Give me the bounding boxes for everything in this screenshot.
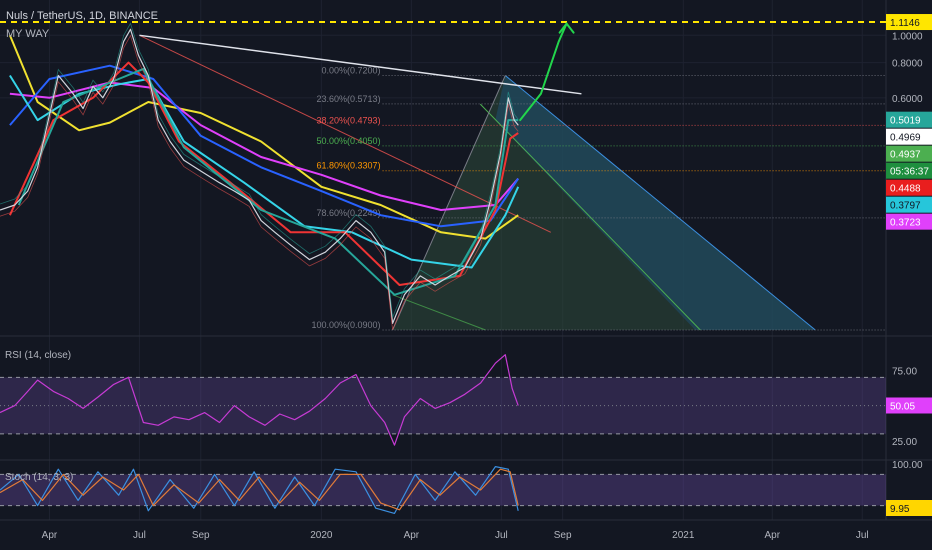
fib-level-label: 61.80%(0.3307) — [317, 161, 381, 171]
projection-arrow — [519, 22, 568, 122]
time-axis-tick: Apr — [765, 530, 781, 541]
price-tag: 0.3723 — [890, 218, 921, 229]
rsi-pane-label: RSI (14, close) — [5, 350, 72, 361]
price-axis-tick: 0.6000 — [892, 94, 923, 105]
price-tag: 0.5019 — [890, 116, 921, 127]
price-axis-tick: 1.0000 — [892, 31, 923, 42]
fib-level-label: 23.60%(0.5713) — [317, 94, 381, 104]
fib-level-label: 50.00%(0.4050) — [317, 136, 381, 146]
fib-level-label: 0.00%(0.7200) — [322, 66, 381, 76]
price-tag: 05:36:37 — [890, 167, 929, 178]
moving-average-line — [8, 61, 519, 286]
price-high-line — [0, 22, 519, 318]
channel-line — [392, 294, 486, 331]
channel-line — [139, 34, 551, 233]
price-tag-bg — [886, 111, 932, 128]
time-axis-tick: 2021 — [672, 530, 695, 541]
moving-average-line — [8, 34, 519, 240]
rsi-line — [0, 354, 519, 446]
price-low-line — [0, 34, 519, 330]
price-tag: 0.3797 — [890, 201, 921, 212]
time-axis-tick: Jul — [495, 530, 508, 541]
moving-average-line — [17, 67, 519, 296]
fib-anchor-line — [392, 75, 506, 331]
symbol-title: Nuls / TetherUS, 1D, BINANCE — [6, 10, 159, 22]
arrow-head — [558, 22, 575, 34]
pitchfork-line — [504, 75, 816, 331]
price-tag: 0.4937 — [890, 150, 921, 161]
time-axis-tick: Apr — [404, 530, 420, 541]
stoch-line — [0, 468, 519, 511]
stoch-line — [0, 466, 519, 515]
moving-average-line — [9, 64, 520, 228]
pitchfork-zone-blue — [495, 75, 816, 330]
stoch-axis-tick: 100.00 — [892, 460, 923, 471]
resistance-price-tag: 1.1146 — [890, 18, 920, 29]
price-line — [0, 28, 519, 324]
rsi-value-tag: 50.05 — [890, 401, 915, 412]
fib-level-label: 78.60%(0.2249) — [317, 208, 381, 218]
price-tag-bg — [886, 162, 932, 179]
time-axis-tick: Apr — [42, 530, 58, 541]
trendline — [139, 34, 582, 95]
indicator-name: MY WAY — [6, 28, 50, 40]
fib-level-label: 100.00%(0.0900) — [312, 320, 381, 330]
stoch-value-tag: 9.95 — [890, 504, 910, 515]
price-tag-bg — [886, 128, 932, 145]
price-tag-bg — [886, 196, 932, 213]
time-axis-tick: Sep — [554, 530, 572, 541]
moving-average-line — [9, 74, 520, 269]
rsi-axis-tick: 25.00 — [892, 437, 917, 448]
time-axis-tick: 2020 — [310, 530, 333, 541]
time-axis-tick: Sep — [192, 530, 210, 541]
time-axis-tick: Jul — [133, 530, 146, 541]
price-tag: 0.4488 — [890, 184, 921, 195]
price-axis-tick: 0.8000 — [892, 59, 923, 70]
fib-level-label: 38.20%(0.4793) — [317, 115, 381, 125]
rsi-axis-tick: 75.00 — [892, 366, 917, 377]
price-tag: 0.4969 — [890, 133, 921, 144]
pitchfork-line — [479, 103, 701, 331]
price-tag-bg — [886, 145, 932, 162]
stoch-pane-label: Stoch (14, 3, 3) — [5, 472, 74, 483]
price-tag-bg — [886, 179, 932, 196]
stoch-value-tag-bg — [886, 500, 932, 516]
rsi-value-tag-bg — [886, 397, 932, 414]
time-axis-tick: Jul — [856, 530, 869, 541]
resistance-price-tag-bg — [886, 14, 932, 31]
price-tag-bg — [886, 213, 932, 230]
